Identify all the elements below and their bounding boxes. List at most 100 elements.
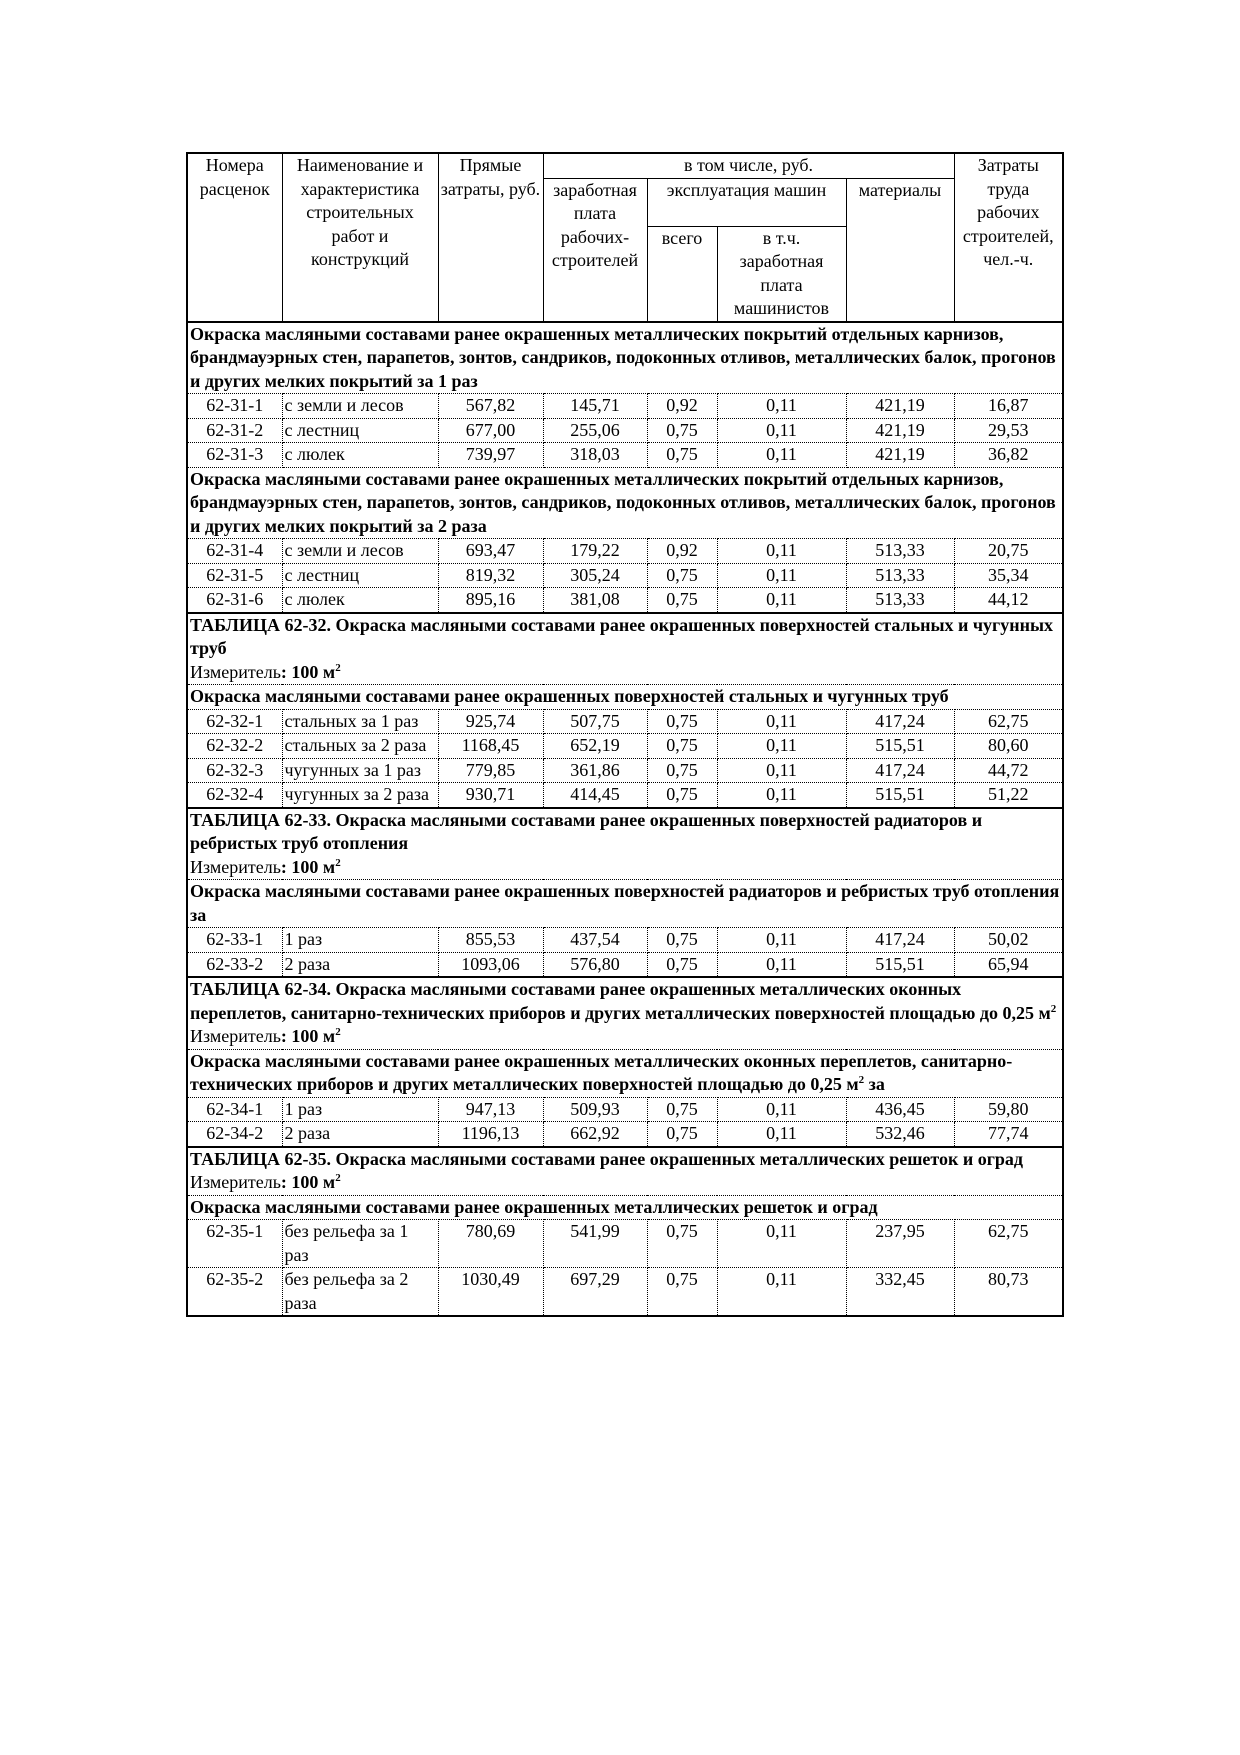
labor-hours-cell: 59,80 (953, 1096, 1064, 1122)
wages-cell: 507,75 (542, 708, 648, 734)
measure-label: Измеритель (190, 661, 281, 682)
work-name-cell: чугунных за 2 раза (281, 782, 439, 808)
measure-value-text: : 100 м (280, 1172, 336, 1192)
group-heading: Окраска масляными составами ранее окраше… (187, 1195, 1063, 1220)
direct-costs-cell: 1093,06 (437, 951, 544, 978)
machines-wages-cell: 0,11 (716, 417, 847, 443)
labor-hours-cell: 50,02 (953, 927, 1064, 953)
group-heading-row: Окраска масляными составами ранее окраше… (187, 685, 1063, 710)
wages-cell: 437,54 (542, 927, 648, 953)
rate-code-cell: 62-31-4 (187, 538, 283, 564)
materials-cell: 417,24 (845, 708, 955, 734)
labor-hours-cell: 62,75 (953, 1219, 1064, 1268)
group-heading: Окраска масляными составами ранее окраше… (187, 467, 1063, 539)
machines-wages-cell: 0,11 (716, 951, 847, 978)
materials-cell: 421,19 (845, 442, 955, 468)
labor-hours-cell: 35,34 (953, 562, 1064, 588)
work-name-cell: с лестниц (281, 417, 439, 443)
table-row: 62-34-1 1 раз 947,13 509,93 0,75 0,11 436,45 59… (187, 1096, 1064, 1122)
rate-code-cell: 62-33-1 (187, 927, 283, 953)
group-heading: Окраска масляными составами ранее окраше… (187, 1049, 1063, 1097)
rate-code-cell: 62-32-2 (187, 733, 283, 759)
work-name-cell: 2 раза (281, 1121, 439, 1147)
machines-wages-cell: 0,11 (716, 587, 847, 613)
superscript: 2 (858, 1074, 865, 1086)
labor-hours-cell: 80,73 (953, 1267, 1064, 1317)
rate-code-cell: 62-33-2 (187, 951, 283, 978)
wages-cell: 381,08 (542, 587, 648, 613)
labor-hours-cell: 62,75 (953, 708, 1064, 734)
direct-costs-cell: 677,00 (437, 417, 544, 443)
machines-wages-cell: 0,11 (716, 757, 847, 783)
wages-cell: 145,71 (542, 393, 648, 419)
header-code: Номера расценок (186, 152, 283, 323)
header-including: в том числе, руб. (542, 152, 955, 179)
table-row: 62-33-2 2 раза 1093,06 576,80 0,75 0,11 515,51… (187, 951, 1064, 978)
rate-code-cell: 62-32-4 (187, 782, 283, 808)
materials-cell: 237,95 (845, 1219, 955, 1268)
work-name-cell: стальных за 1 раз (281, 708, 439, 734)
labor-hours-cell: 51,22 (953, 782, 1064, 808)
measure-value-text: : 100 м (280, 661, 336, 682)
work-name-cell: 1 раз (281, 1096, 439, 1122)
group-heading: Окраска масляными составами ранее окраше… (187, 685, 1063, 710)
wages-cell: 305,24 (542, 562, 648, 588)
group-heading-text: Окраска масляными составами ранее окраше… (190, 1050, 1013, 1095)
materials-cell: 515,51 (845, 782, 955, 808)
direct-costs-cell: 930,71 (437, 782, 544, 808)
group-heading-text: Окраска масляными составами ранее окраше… (190, 323, 1056, 391)
measure-value-text: : 100 м (280, 856, 336, 877)
labor-hours-cell: 16,87 (953, 393, 1064, 419)
header-machines: эксплуатация машин (646, 177, 847, 227)
wages-cell: 318,03 (542, 442, 648, 468)
table-header: Номера расценок Наименование и характери… (186, 152, 1064, 323)
materials-cell: 421,19 (845, 417, 955, 443)
machines-total-cell: 0,75 (646, 782, 718, 808)
superscript: 2 (335, 856, 341, 869)
group-heading: Окраска масляными составами ранее окраше… (187, 880, 1063, 928)
direct-costs-cell: 925,74 (437, 708, 544, 734)
wages-cell: 541,99 (542, 1219, 648, 1268)
measure-value: : 100 м2 (281, 857, 341, 877)
machines-wages-cell: 0,11 (716, 1121, 847, 1147)
wages-cell: 652,19 (542, 733, 648, 759)
direct-costs-cell: 855,53 (437, 927, 544, 953)
rate-code-cell: 62-32-1 (187, 708, 283, 734)
work-name-cell: чугунных за 1 раз (281, 757, 439, 783)
measure-row: Измеритель: 100 м2 (187, 660, 1064, 685)
rate-code-cell: 62-31-2 (187, 417, 283, 443)
materials-cell: 515,51 (845, 733, 955, 759)
labor-hours-cell: 80,60 (953, 733, 1064, 759)
table-title: ТАБЛИЦА 62-34. Окраска масляными состава… (187, 976, 1064, 1025)
measure-unit: Измеритель: 100 м2 (187, 855, 1064, 880)
machines-wages-cell: 0,11 (716, 782, 847, 808)
wages-cell: 576,80 (542, 951, 648, 978)
table-row: 62-35-1 без рельефа за 1 раз 780,69 541,99 0… (187, 1219, 1064, 1268)
table-title-row: ТАБЛИЦА 62-33. Окраска масляными состава… (187, 806, 1064, 856)
rate-code-cell: 62-34-1 (187, 1096, 283, 1122)
machines-total-cell: 0,75 (646, 708, 718, 734)
header-wages: заработная плата рабочих-строителей (542, 177, 648, 323)
table-title-row: ТАБЛИЦА 62-35. Окраска масляными состава… (187, 1145, 1064, 1171)
wages-cell: 509,93 (542, 1096, 648, 1122)
superscript: 2 (335, 1026, 341, 1038)
machines-total-cell: 0,75 (646, 1267, 718, 1317)
machines-wages-cell: 0,11 (716, 442, 847, 468)
machines-total-cell: 0,75 (646, 927, 718, 953)
labor-hours-cell: 44,72 (953, 757, 1064, 783)
rate-code-cell: 62-31-5 (187, 562, 283, 588)
machines-total-cell: 0,75 (646, 1121, 718, 1147)
materials-cell: 332,45 (845, 1267, 955, 1317)
table-row: 62-31-5 с лестниц 819,32 305,24 0,75 0,11 513,… (187, 562, 1064, 588)
table-title-row: ТАБЛИЦА 62-34. Окраска масляными состава… (187, 976, 1064, 1025)
table-title-text: ТАБЛИЦА 62-34. Окраска масляными состава… (190, 979, 1051, 1023)
materials-cell: 417,24 (845, 757, 955, 783)
table-title-text: ТАБЛИЦА 62-35. Окраска масляными состава… (190, 1148, 1024, 1169)
direct-costs-cell: 780,69 (437, 1219, 544, 1268)
group-heading-text: Окраска масляными составами ранее окраше… (190, 686, 949, 706)
group-heading-row: Окраска масляными составами ранее окраше… (187, 467, 1063, 539)
labor-hours-cell: 44,12 (953, 587, 1064, 613)
direct-costs-cell: 1196,13 (437, 1121, 544, 1147)
table-title: ТАБЛИЦА 62-35. Окраска масляными состава… (187, 1145, 1064, 1171)
table-row: 62-34-2 2 раза 1196,13 662,92 0,75 0,11 532,46… (187, 1121, 1064, 1147)
